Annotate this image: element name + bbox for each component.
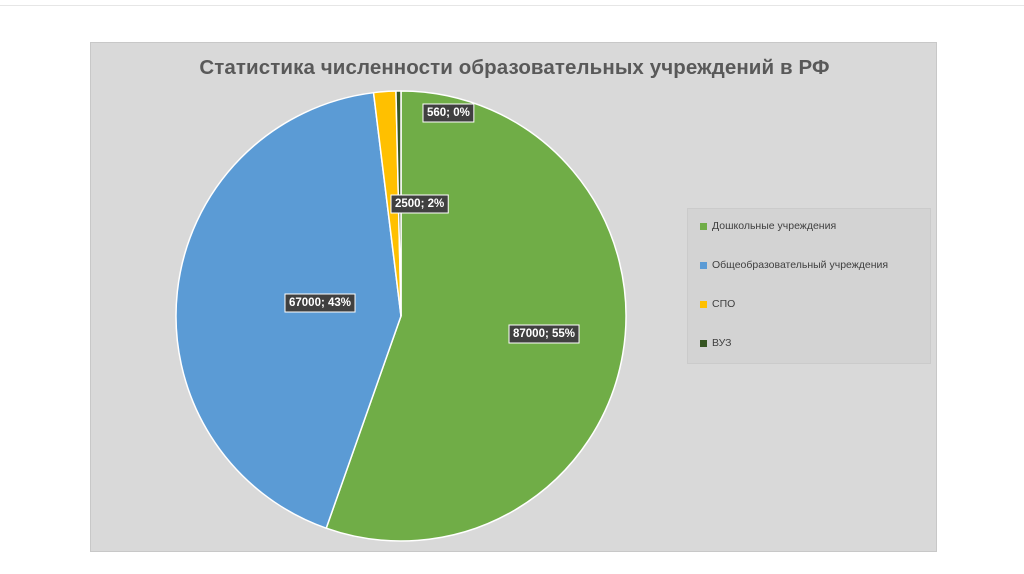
slide-top-rule xyxy=(0,5,1024,6)
legend-label: Общеобразовательный учреждения xyxy=(712,259,889,271)
legend-swatch xyxy=(700,339,707,347)
legend-label: Дошкольные учреждения xyxy=(712,220,837,232)
legend-swatch xyxy=(700,261,707,269)
legend-label: ВУЗ xyxy=(712,337,732,349)
legend-item-vuz: ВУЗ xyxy=(700,336,731,350)
svg-text:560; 0%: 560; 0% xyxy=(427,107,470,119)
data-label-preschool: 87000; 55% xyxy=(508,324,580,344)
data-label-vuz: 560; 0% xyxy=(422,103,475,123)
legend-item-spo: СПО xyxy=(700,297,735,311)
chart-title: Статистика численности образовательных у… xyxy=(199,56,830,79)
legend-label: СПО xyxy=(712,298,736,310)
legend-swatch xyxy=(700,300,707,308)
svg-text:87000; 55%: 87000; 55% xyxy=(513,328,575,340)
data-label-general: 67000; 43% xyxy=(284,293,356,313)
legend-item-general: Общеобразовательный учреждения xyxy=(700,258,888,272)
data-label-spo: 2500; 2% xyxy=(390,194,449,214)
svg-text:67000; 43%: 67000; 43% xyxy=(289,297,351,309)
svg-text:2500; 2%: 2500; 2% xyxy=(395,198,444,210)
legend-item-preschool: Дошкольные учреждения xyxy=(700,219,836,233)
pie-plot: 87000; 55% 67000; 43% 2500; 2% 560; 0% xyxy=(175,90,627,542)
chart-area: Статистика численности образовательных у… xyxy=(90,42,937,552)
legend-swatch xyxy=(700,222,707,230)
chart-legend: Дошкольные учреждения Общеобразовательны… xyxy=(687,208,931,364)
